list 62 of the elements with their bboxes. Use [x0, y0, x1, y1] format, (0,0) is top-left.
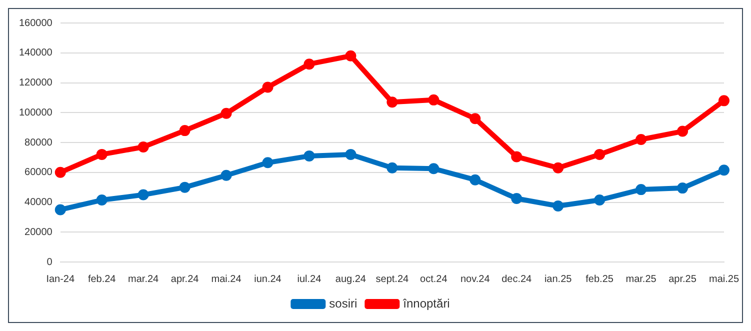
y-tick-label: 20000: [24, 226, 53, 238]
point: [718, 95, 730, 106]
point: [552, 200, 564, 212]
legend-label: sosiri: [329, 296, 358, 310]
point: [470, 113, 481, 124]
x-tick-label: Ian-24: [46, 274, 75, 285]
y-tick-label: 0: [46, 256, 53, 268]
x-tick-label: feb.25: [586, 274, 614, 285]
point: [262, 157, 274, 168]
point: [345, 50, 356, 62]
point: [636, 134, 647, 146]
y-tick-label: 120000: [18, 78, 53, 88]
y-tick-label: 40000: [24, 197, 53, 208]
x-tick-label: feb.24: [88, 274, 116, 285]
x-tick-label: ian.25: [544, 274, 572, 285]
x-tick-label: mai.25: [708, 274, 740, 285]
point: [386, 162, 398, 174]
x-tick-label: nov.24: [460, 274, 490, 285]
point: [220, 108, 232, 119]
x-tick-label: mai.24: [211, 274, 242, 285]
point: [386, 96, 398, 108]
point: [552, 162, 564, 174]
x-tick-label: dec.24: [502, 274, 532, 285]
point: [594, 148, 606, 160]
x-tick-label: sept.24: [376, 274, 410, 285]
point: [262, 82, 274, 93]
x-tick-label: apr.25: [668, 274, 697, 285]
point: [470, 174, 481, 186]
point: [220, 170, 232, 181]
point: [96, 148, 108, 160]
point: [138, 189, 149, 200]
point: [54, 166, 66, 178]
point: [304, 58, 315, 70]
point: [345, 148, 356, 160]
point: [304, 150, 315, 162]
point: [677, 126, 688, 137]
x-tick-label: iul.24: [297, 274, 322, 285]
y-tick-label: 100000: [18, 107, 53, 118]
point: [511, 193, 522, 204]
point: [511, 151, 522, 162]
point: [179, 182, 190, 193]
point: [54, 204, 66, 216]
point: [636, 184, 647, 196]
y-tick-label: 60000: [24, 167, 53, 178]
x-tick-label: iun.24: [254, 274, 282, 285]
point: [428, 163, 440, 174]
y-tick-label: 160000: [18, 18, 53, 29]
point: [677, 182, 688, 194]
point: [428, 94, 440, 106]
x-tick-label: apr.24: [170, 274, 200, 285]
y-tick-label: 140000: [18, 48, 53, 59]
x-tick-label: aug.24: [335, 274, 366, 285]
x-tick-label: mar.25: [626, 274, 657, 285]
point: [96, 194, 108, 206]
y-tick-label: 80000: [24, 137, 53, 148]
legend-label: înnoptări: [402, 296, 450, 310]
point: [718, 164, 730, 176]
point: [138, 141, 149, 152]
point: [179, 125, 190, 136]
x-tick-label: mar.24: [128, 274, 160, 285]
point: [594, 194, 606, 206]
x-tick-label: oct.24: [420, 274, 448, 285]
